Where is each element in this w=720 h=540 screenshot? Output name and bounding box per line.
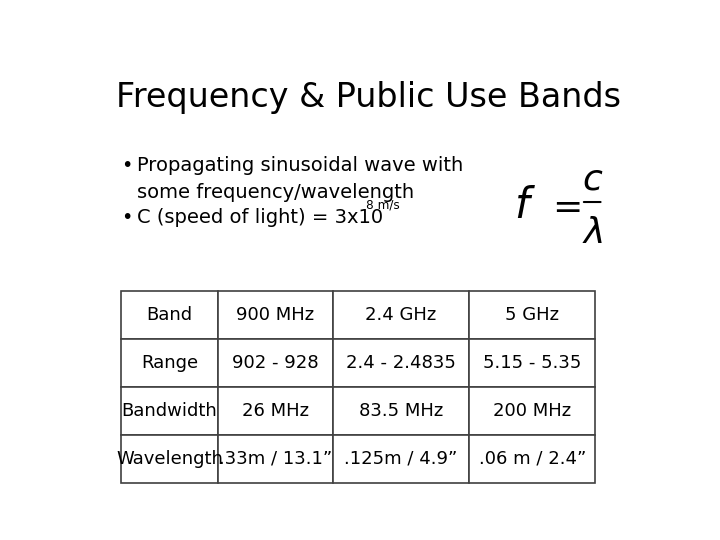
Text: some frequency/wavelength: some frequency/wavelength <box>138 183 415 202</box>
Text: 5 GHz: 5 GHz <box>505 306 559 325</box>
Bar <box>121 292 218 339</box>
Text: 5.15 - 5.35: 5.15 - 5.35 <box>483 354 582 372</box>
Text: 83.5 MHz: 83.5 MHz <box>359 402 444 420</box>
Bar <box>121 387 218 435</box>
Text: Range: Range <box>141 354 198 372</box>
Bar <box>333 387 469 435</box>
Bar <box>333 435 469 483</box>
Text: 2.4 - 2.4835: 2.4 - 2.4835 <box>346 354 456 372</box>
Text: 26 MHz: 26 MHz <box>242 402 309 420</box>
Text: 900 MHz: 900 MHz <box>236 306 315 325</box>
Text: $\mathit{c}$: $\mathit{c}$ <box>582 162 603 196</box>
Bar <box>218 339 333 387</box>
Bar <box>218 435 333 483</box>
Text: 200 MHz: 200 MHz <box>493 402 571 420</box>
Text: .125m / 4.9”: .125m / 4.9” <box>344 450 458 468</box>
Bar <box>121 339 218 387</box>
Text: 902 - 928: 902 - 928 <box>233 354 319 372</box>
Text: $=$: $=$ <box>545 189 580 223</box>
Bar <box>218 292 333 339</box>
Text: 8 m/s: 8 m/s <box>366 199 400 212</box>
Bar <box>469 292 595 339</box>
Text: Band: Band <box>146 306 192 325</box>
Text: •: • <box>121 156 132 176</box>
Bar <box>333 339 469 387</box>
Text: .06 m / 2.4”: .06 m / 2.4” <box>479 450 586 468</box>
Text: Propagating sinusoidal wave with: Propagating sinusoidal wave with <box>138 156 464 176</box>
Text: $\lambda$: $\lambda$ <box>582 216 603 250</box>
Text: C (speed of light) = 3x10: C (speed of light) = 3x10 <box>138 208 384 227</box>
Text: .33m / 13.1”: .33m / 13.1” <box>219 450 332 468</box>
Bar <box>218 387 333 435</box>
Bar <box>469 387 595 435</box>
Bar <box>333 292 469 339</box>
Text: •: • <box>121 208 132 227</box>
Text: Wavelength: Wavelength <box>116 450 223 468</box>
Text: $\mathit{f}$: $\mathit{f}$ <box>514 185 536 227</box>
Text: Bandwidth: Bandwidth <box>122 402 217 420</box>
Bar <box>121 435 218 483</box>
Text: Frequency & Public Use Bands: Frequency & Public Use Bands <box>117 82 621 114</box>
Bar <box>469 435 595 483</box>
Bar <box>469 339 595 387</box>
Text: 2.4 GHz: 2.4 GHz <box>366 306 437 325</box>
